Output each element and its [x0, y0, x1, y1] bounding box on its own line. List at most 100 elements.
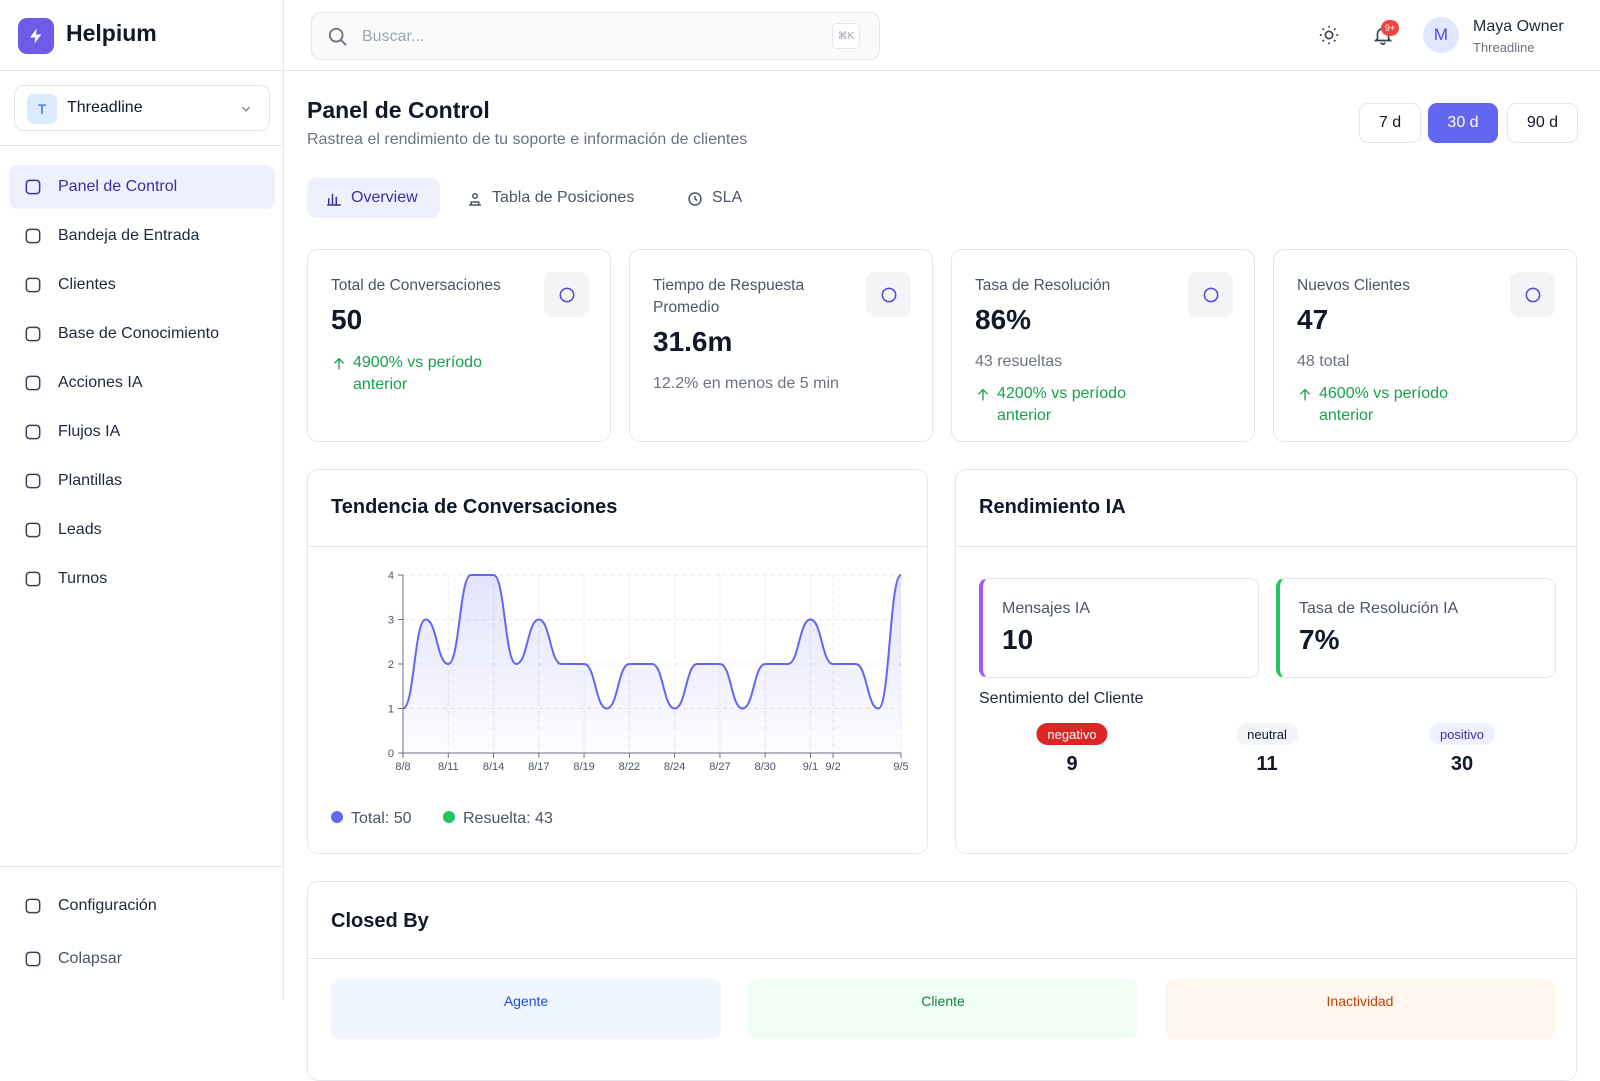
icon — [1525, 287, 1540, 302]
icon — [881, 287, 896, 302]
icon-shape — [25, 951, 41, 967]
nav-item[interactable]: Turnos — [9, 557, 275, 601]
nav-item[interactable]: Colapsar — [9, 937, 275, 981]
range-button[interactable]: 30 d — [1428, 103, 1498, 143]
nav-item[interactable]: Acciones IA — [9, 361, 275, 405]
stat-note: 48 total — [1297, 353, 1350, 370]
nav-label: Panel de Control — [58, 178, 178, 195]
tab[interactable]: SLA — [668, 178, 768, 218]
tab-label: SLA — [712, 189, 743, 206]
icon-shape — [25, 473, 41, 489]
sentiment-badge: positivo — [1428, 723, 1496, 745]
stat-card: Total de Conversaciones 50 4900% vs períod… — [307, 249, 611, 442]
y-tick-label: 0 — [388, 748, 394, 760]
workspace-switcher[interactable]: T Threadline — [14, 85, 270, 131]
icon — [25, 277, 41, 293]
icon-shape — [25, 898, 41, 914]
icon — [25, 424, 41, 440]
x-tick-label: 9/5 — [893, 761, 908, 773]
closed-by-item: Agente — [331, 979, 721, 1039]
range-button[interactable]: 90 d — [1507, 103, 1578, 143]
sentiment-badge: negativo — [1036, 723, 1108, 745]
nav-item[interactable]: Panel de Control — [9, 165, 275, 209]
icon-shape — [25, 179, 41, 195]
arrow-shape — [1299, 388, 1311, 401]
icon — [25, 473, 41, 489]
nav-item[interactable]: Flujos IA — [9, 410, 275, 454]
tab[interactable]: Overview — [307, 178, 440, 218]
ai-card: Rendimiento IA Mensajes IA 10 Tasa de Reso… — [955, 469, 1577, 854]
tab[interactable]: Tabla de Posiciones — [448, 178, 658, 218]
card-title: Closed By — [331, 910, 429, 932]
stat-icon — [544, 272, 589, 317]
search-box[interactable]: Buscar... ⌘K — [311, 12, 880, 60]
icon-shape — [25, 228, 41, 244]
theme-toggle[interactable] — [1318, 24, 1340, 46]
user-name: Maya Owner — [1473, 18, 1564, 35]
icon-shape — [1525, 287, 1540, 302]
metric-box: Mensajes IA 10 — [979, 578, 1259, 678]
divider — [308, 546, 927, 547]
metric-value: 10 — [1002, 624, 1034, 655]
icon — [25, 522, 41, 538]
avatar[interactable]: M — [1423, 17, 1459, 53]
nav-label: Colapsar — [58, 950, 123, 967]
range-button[interactable]: 7 d — [1359, 103, 1421, 143]
icon-shape — [25, 522, 41, 538]
workspace-name: Threadline — [67, 99, 143, 116]
nav-item[interactable]: Leads — [9, 508, 275, 552]
icon-shape — [25, 326, 41, 342]
divider — [956, 546, 1576, 547]
stat-label: Tasa de Resolución — [975, 277, 1111, 294]
search-icon — [328, 27, 347, 46]
sidebar: Helpium T Threadline Panel de Control Ban… — [0, 0, 284, 1000]
icon-shape — [25, 424, 41, 440]
x-tick-label: 8/8 — [395, 761, 410, 773]
y-tick-label: 3 — [388, 615, 394, 627]
stat-value: 86% — [975, 304, 1032, 335]
icon — [559, 287, 574, 302]
chart: 0 1 2 3 4 8/8 8/11 8/14 8/17 8/19 8/22 8/24 8/27 8/30… — [331, 570, 909, 827]
change-text: 4200% vs período anterior — [997, 385, 1126, 424]
nav-item[interactable]: Bandeja de Entrada — [9, 214, 275, 258]
page-subtitle: Rastrea el rendimiento de tu soporte e i… — [307, 131, 748, 148]
line — [402, 574, 902, 710]
icon — [25, 898, 41, 914]
metric-value: 7% — [1299, 624, 1340, 655]
sentiment-title: Sentimiento del Cliente — [979, 690, 1144, 707]
icon — [25, 228, 41, 244]
stat-icon — [866, 272, 911, 317]
shortcut: ⌘K — [832, 23, 860, 49]
nav-item[interactable]: Plantillas — [9, 459, 275, 503]
tab-label: Overview — [351, 189, 418, 206]
nav-item[interactable]: Clientes — [9, 263, 275, 307]
stat-value: 50 — [331, 304, 363, 335]
trend-card: Tendencia de Conversaciones 0 1 2 3 4 8/8 8/11… — [307, 469, 928, 854]
stat-card: Tasa de Resolución 86% 43 resueltas 4200% v… — [951, 249, 1255, 442]
divider — [284, 70, 1600, 71]
nav-label: Acciones IA — [58, 374, 143, 391]
user-org: Threadline — [1473, 40, 1535, 55]
nav-label: Plantillas — [58, 472, 123, 489]
divider — [0, 866, 284, 867]
nav-item[interactable]: Configuración — [9, 884, 275, 928]
arrow-up — [977, 388, 989, 401]
x-tick-label: 8/24 — [664, 761, 685, 773]
brand: Helpium — [66, 20, 157, 46]
nav-item[interactable]: Base de Conocimiento — [9, 312, 275, 356]
divider — [0, 145, 284, 146]
icon — [25, 326, 41, 342]
x-tick-label: 8/17 — [528, 761, 549, 773]
y-tick-label: 4 — [388, 570, 394, 582]
legend-label: Total: 50 — [351, 810, 412, 827]
stat-note: 43 resueltas — [975, 353, 1063, 370]
nav-label: Turnos — [58, 570, 108, 587]
icon-shape — [881, 287, 896, 302]
stat-label: Total de Conversaciones — [331, 277, 501, 294]
logo[interactable] — [18, 18, 54, 54]
stat-label: Nuevos Clientes — [1297, 277, 1410, 294]
nav-label: Flujos IA — [58, 423, 121, 440]
change-text: 4600% vs período anterior — [1319, 385, 1448, 424]
x-tick-label: 9/1 — [803, 761, 818, 773]
